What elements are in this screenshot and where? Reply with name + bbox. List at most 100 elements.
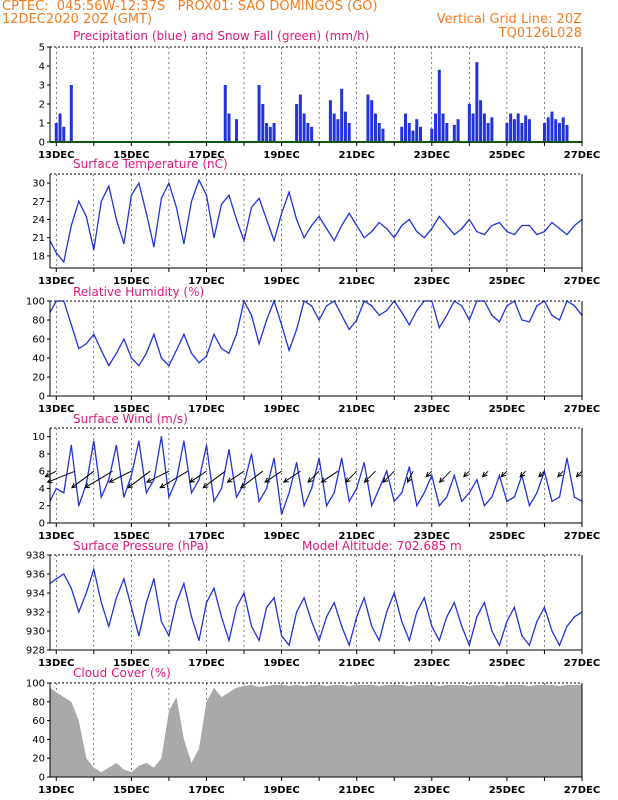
temp-data-point bbox=[348, 212, 350, 215]
rh-data-point bbox=[265, 319, 268, 321]
press-data-point bbox=[243, 592, 245, 594]
press-x-tick-label: 13DEC bbox=[38, 658, 74, 669]
precip-bar bbox=[62, 126, 66, 142]
wind-vector bbox=[283, 470, 301, 483]
wind-vector bbox=[538, 470, 545, 478]
wind-x-tick-label: 13DEC bbox=[38, 531, 74, 542]
precip-bar bbox=[343, 111, 347, 142]
wind-vector-head bbox=[406, 477, 412, 484]
wind-data-point bbox=[513, 496, 516, 498]
rh-data-point bbox=[461, 305, 463, 307]
cloud-x-tick-label: 21DEC bbox=[338, 785, 374, 796]
wind-vector bbox=[227, 470, 245, 483]
temp-x-tick-label: 17DEC bbox=[188, 276, 224, 287]
rh-data-point bbox=[198, 362, 200, 364]
temp-data-point bbox=[78, 200, 80, 202]
precip-bar bbox=[298, 94, 302, 142]
cloud-y-tick-label: 20 bbox=[32, 754, 45, 765]
precip-bar bbox=[261, 104, 265, 142]
press-data-point bbox=[130, 606, 132, 608]
wind-data-point bbox=[138, 440, 140, 442]
temp-data-point bbox=[288, 191, 290, 193]
temp-data-point bbox=[63, 261, 65, 263]
wind-data-point bbox=[145, 492, 147, 494]
wind-vector bbox=[425, 470, 433, 478]
temp-data-point bbox=[213, 237, 215, 239]
temp-y-tick-label: 27 bbox=[32, 197, 45, 208]
press-data-point bbox=[453, 601, 455, 604]
precip-bar bbox=[452, 124, 456, 142]
wind-x-tick-label: 27DEC bbox=[564, 531, 600, 542]
rh-data-point bbox=[280, 324, 283, 326]
press-data-point bbox=[123, 578, 125, 580]
temp-data-point bbox=[145, 212, 147, 215]
rh-data-point bbox=[250, 314, 253, 316]
precip-bar bbox=[227, 113, 231, 142]
press-data-point bbox=[438, 639, 440, 642]
temp-data-point bbox=[115, 218, 117, 221]
rh-x-tick-label: 27DEC bbox=[564, 404, 600, 415]
press-y-tick-label: 928 bbox=[26, 646, 45, 657]
press-data-point bbox=[528, 644, 531, 646]
wind-data-point bbox=[461, 500, 463, 503]
precip-x-tick-label: 13DEC bbox=[38, 150, 74, 161]
wind-vector-head bbox=[127, 482, 134, 489]
press-x-tick-label: 19DEC bbox=[263, 658, 299, 669]
press-data-point bbox=[220, 616, 223, 618]
precip-bar bbox=[434, 113, 438, 142]
wind-data-point bbox=[220, 487, 223, 490]
precip-bar bbox=[370, 100, 374, 142]
wind-vector-head bbox=[159, 483, 166, 489]
temp-data-point bbox=[333, 240, 335, 242]
wind-vector-head bbox=[189, 477, 196, 483]
temp-data-point bbox=[573, 224, 576, 227]
precip-bar bbox=[475, 62, 479, 143]
precip-title: Precipitation (blue) and Snow Fall (gree… bbox=[73, 29, 370, 43]
wind-x-tick-label: 21DEC bbox=[338, 531, 374, 542]
rh-data-point bbox=[483, 300, 485, 302]
press-data-point bbox=[461, 625, 463, 627]
wind-vector bbox=[463, 470, 470, 478]
rh-y-tick-label: 20 bbox=[32, 373, 45, 384]
press-data-point bbox=[55, 578, 57, 580]
rh-data-point bbox=[235, 333, 238, 335]
press-data-point bbox=[175, 601, 178, 604]
wind-vector-head bbox=[425, 471, 432, 478]
rh-x-tick-label: 21DEC bbox=[338, 404, 374, 415]
wind-x-tick-label: 17DEC bbox=[188, 531, 224, 542]
temp-data-point bbox=[371, 231, 373, 233]
wind-vector bbox=[482, 470, 489, 478]
press-data-point bbox=[160, 620, 163, 623]
wind-vector-head bbox=[264, 477, 271, 483]
rh-y-tick-label: 80 bbox=[32, 316, 45, 327]
temp-data-point bbox=[228, 194, 230, 196]
press-data-point bbox=[213, 587, 215, 589]
wind-vector bbox=[364, 470, 376, 483]
wind-vector bbox=[576, 470, 583, 478]
rh-data-point bbox=[318, 319, 320, 321]
temp-data-point bbox=[438, 215, 440, 218]
press-data-point bbox=[190, 616, 193, 618]
cloud-y-tick-label: 40 bbox=[32, 735, 45, 746]
temp-data-point bbox=[235, 218, 238, 221]
wind-data-point bbox=[115, 444, 117, 446]
cloud-x-tick-label: 25DEC bbox=[489, 785, 525, 796]
wind-data-point bbox=[160, 436, 163, 438]
press-data-point bbox=[476, 616, 478, 618]
temp-x-tick-label: 27DEC bbox=[564, 276, 600, 287]
temp-data-point bbox=[93, 249, 95, 251]
precip-bar bbox=[486, 123, 490, 142]
rh-data-point bbox=[446, 314, 448, 316]
cloud-cover-area bbox=[50, 684, 582, 777]
press-data-point bbox=[288, 644, 290, 646]
temp-data-point bbox=[55, 252, 57, 254]
temp-data-point bbox=[566, 234, 568, 236]
wind-data-point bbox=[258, 500, 260, 503]
precip-bar bbox=[265, 123, 269, 142]
wind-data-point bbox=[100, 496, 102, 498]
wind-vector bbox=[159, 470, 188, 489]
press-data-point bbox=[85, 592, 87, 594]
temp-data-point bbox=[175, 206, 178, 208]
wind-vector-head bbox=[363, 477, 370, 483]
wind-vector-head bbox=[307, 477, 314, 483]
